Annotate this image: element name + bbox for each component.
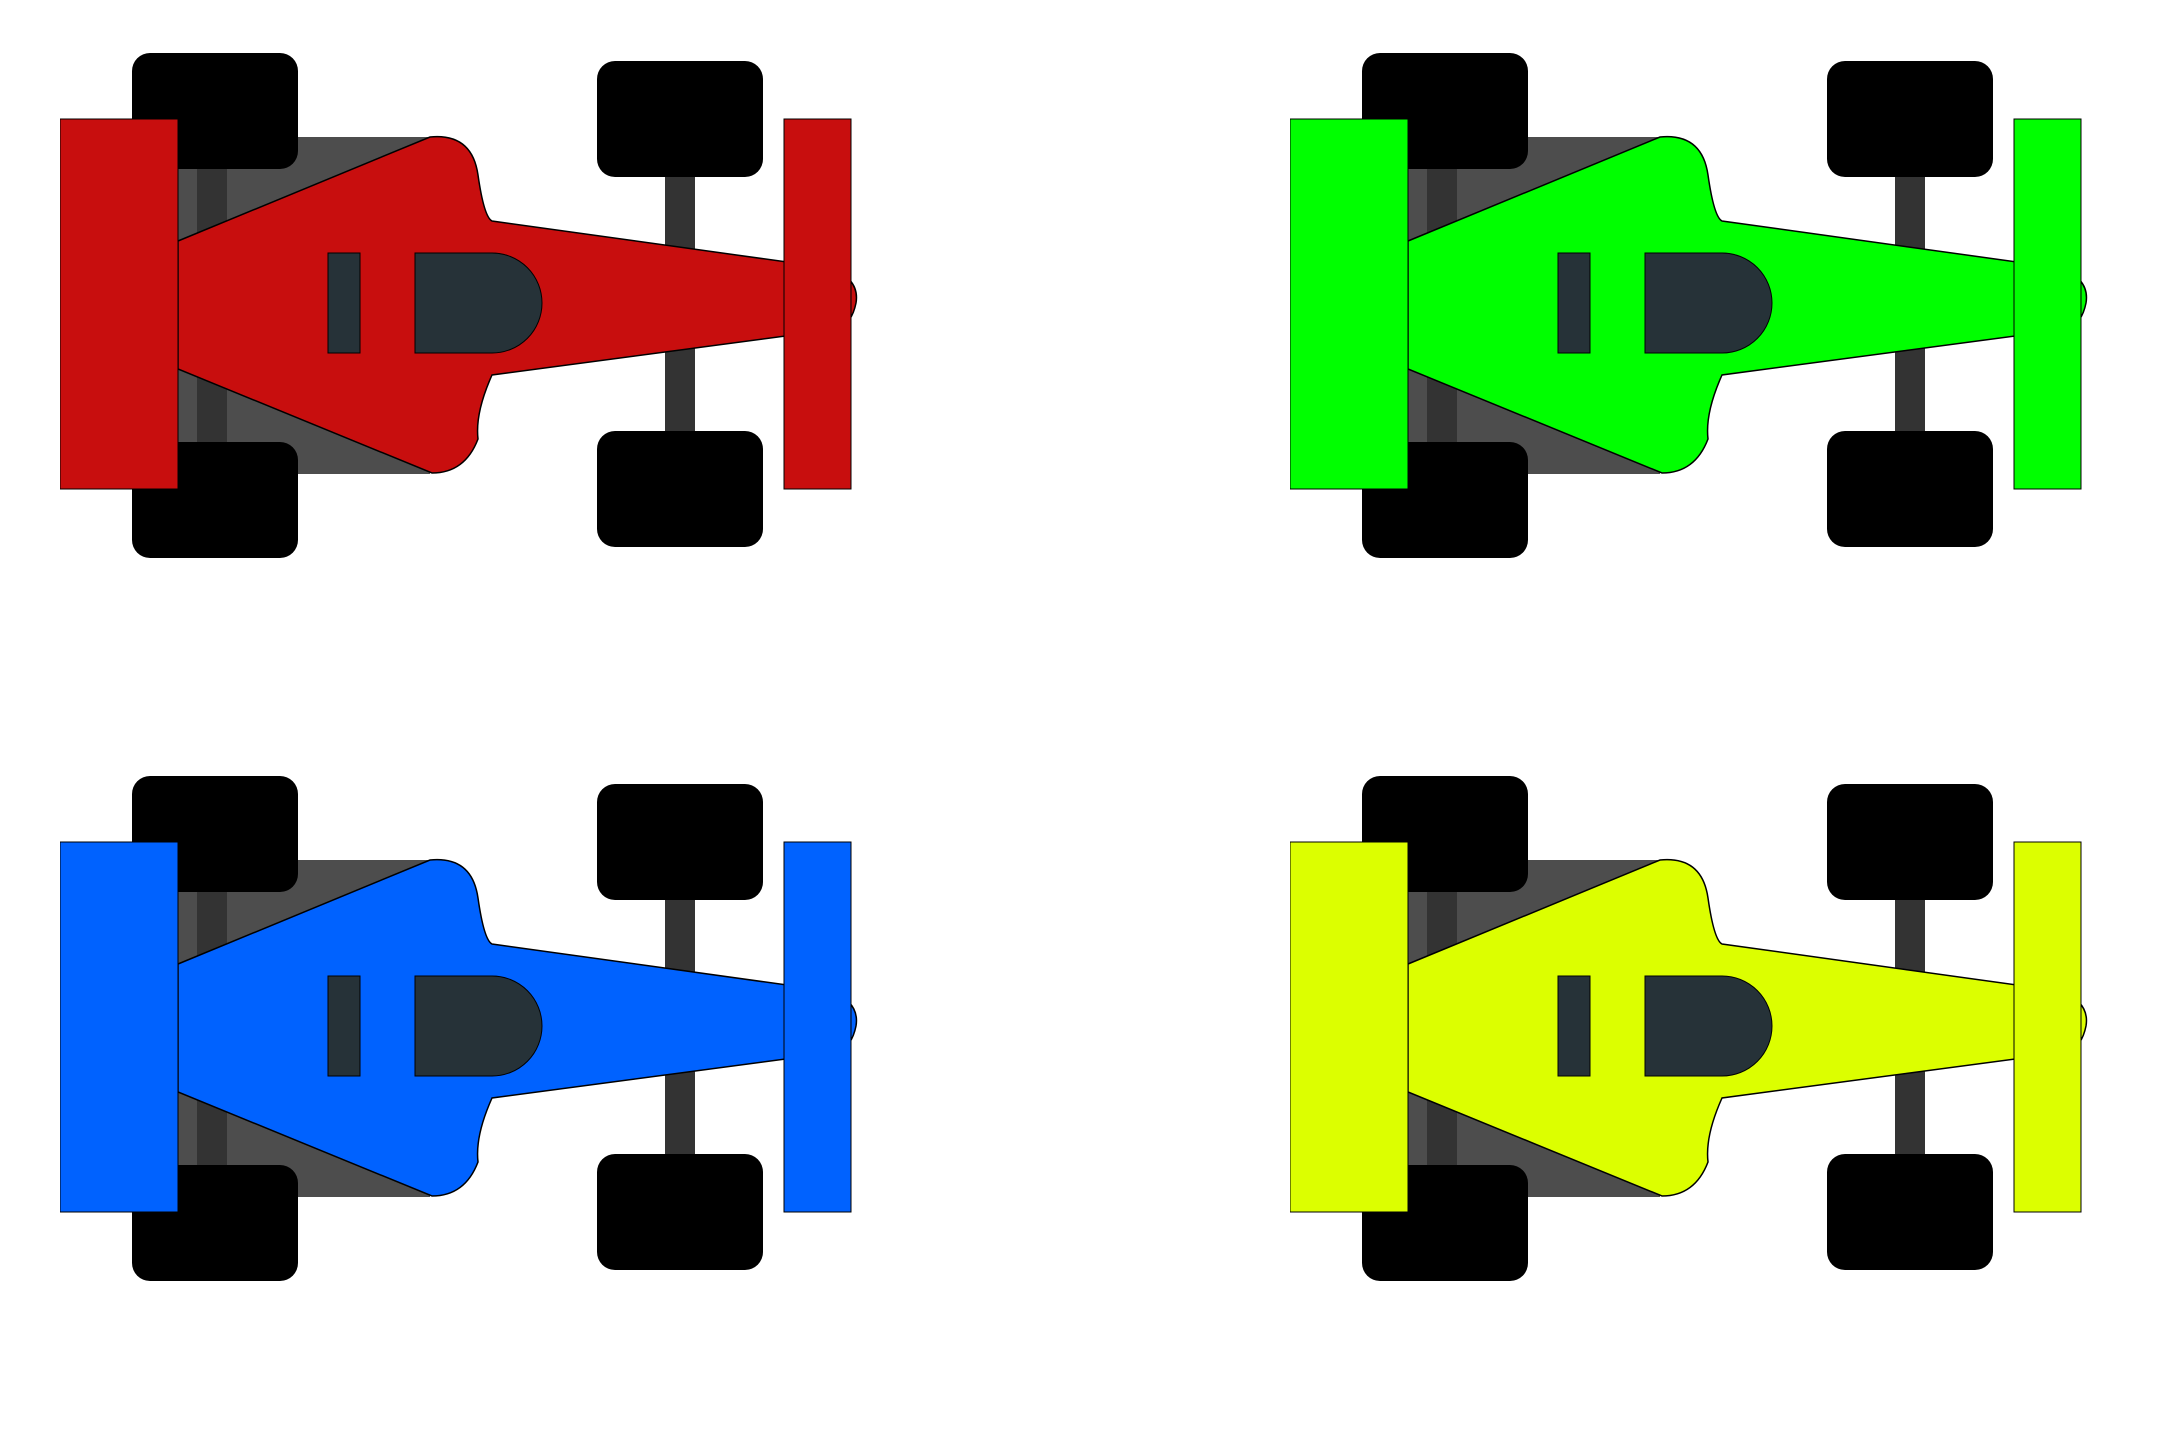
rear-wing (60, 118, 179, 490)
engine-vent (327, 975, 361, 1077)
cockpit (1644, 975, 1773, 1077)
car-drawing (1290, 53, 2088, 558)
race-car-yellow (1290, 776, 2090, 1316)
cockpit (414, 975, 543, 1077)
front-right-tire (1827, 431, 1993, 547)
front-left-tire (1827, 784, 1993, 900)
car-drawing (60, 53, 858, 558)
front-left-tire (1827, 61, 1993, 177)
front-wing (2013, 118, 2082, 490)
front-left-tire (597, 61, 763, 177)
cockpit (414, 252, 543, 354)
car-drawing (1290, 776, 2088, 1281)
engine-vent (1557, 975, 1591, 1077)
engine-vent (1557, 252, 1591, 354)
rear-wing (1290, 118, 1409, 490)
race-car-blue (60, 776, 860, 1316)
front-right-tire (597, 431, 763, 547)
front-wing (2013, 841, 2082, 1213)
rear-wing (60, 841, 179, 1213)
race-car-red (60, 53, 860, 593)
front-wing (783, 118, 852, 490)
rear-wing (1290, 841, 1409, 1213)
front-right-tire (1827, 1154, 1993, 1270)
front-left-tire (597, 784, 763, 900)
engine-vent (327, 252, 361, 354)
front-right-tire (597, 1154, 763, 1270)
front-wing (783, 841, 852, 1213)
car-drawing (60, 776, 858, 1281)
cockpit (1644, 252, 1773, 354)
race-car-green (1290, 53, 2090, 593)
